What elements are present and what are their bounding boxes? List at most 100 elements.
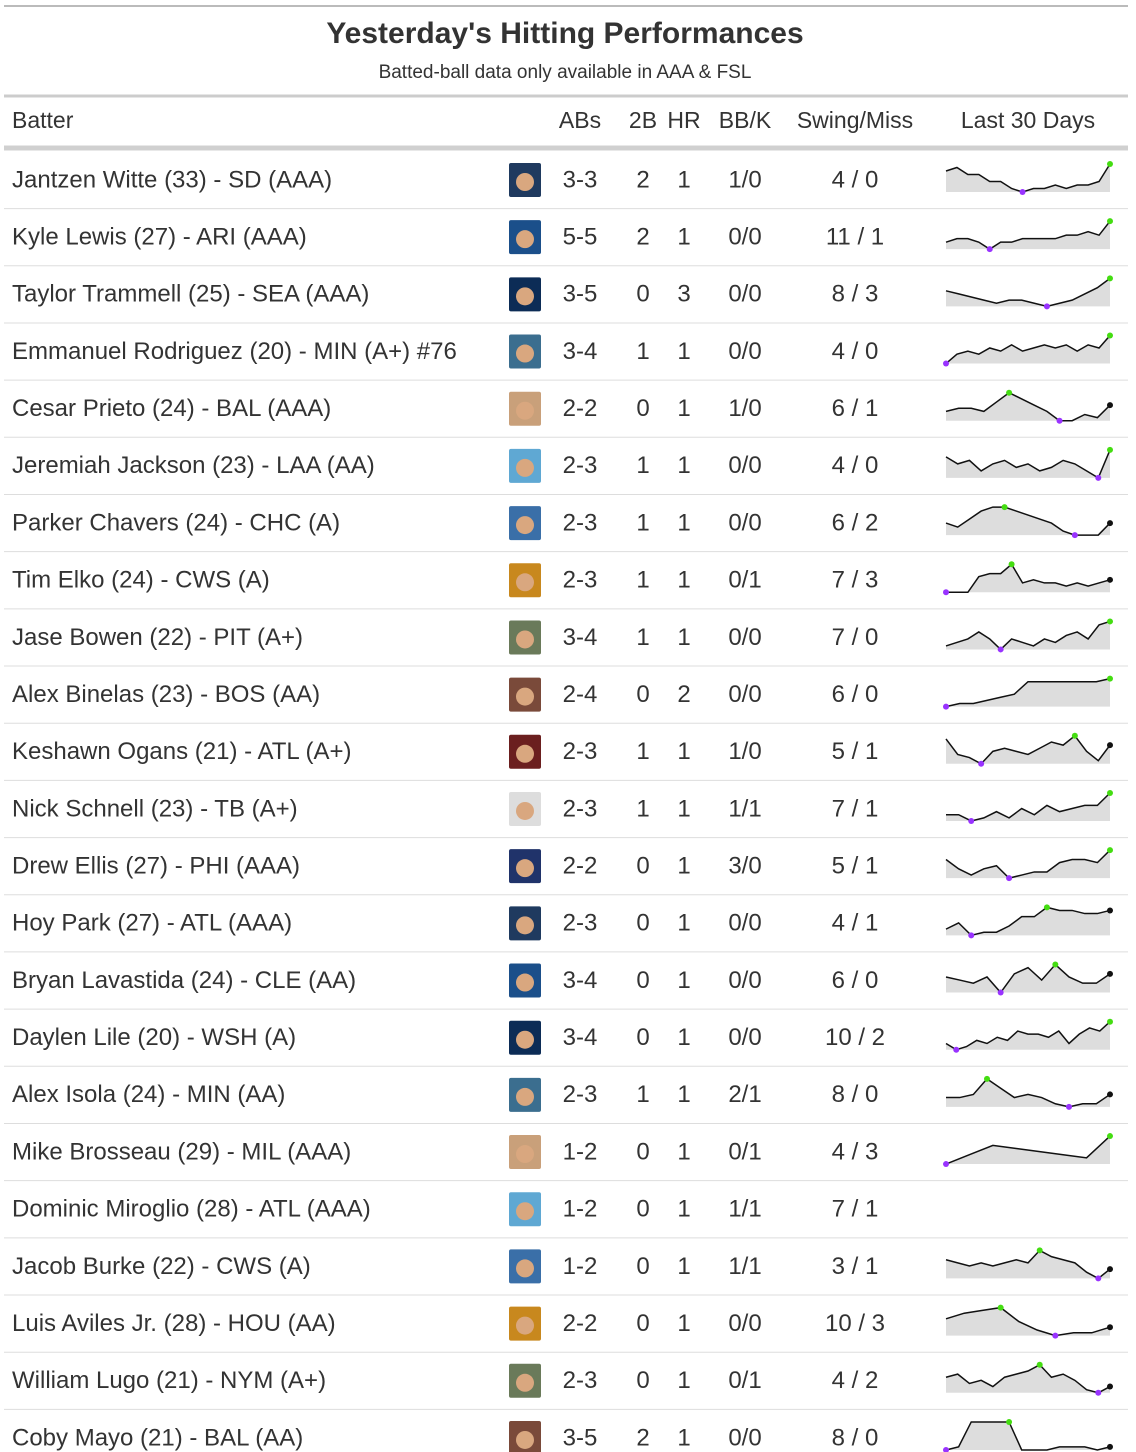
trend-line bbox=[945, 506, 1111, 536]
stat-cell: 0 bbox=[636, 910, 649, 937]
headshot-face bbox=[516, 630, 534, 649]
stat-cell: 4 / 0 bbox=[832, 338, 879, 365]
stat-cell: 2-2 bbox=[563, 853, 598, 880]
headshot-face bbox=[516, 401, 534, 420]
stat-cell: 0 bbox=[636, 1138, 649, 1165]
headshot-face bbox=[516, 1030, 534, 1049]
stat-cell: 4 / 1 bbox=[832, 910, 879, 937]
column-header: 2B bbox=[629, 107, 657, 133]
stat-cell: 0 bbox=[636, 281, 649, 308]
trend-last-dot bbox=[1107, 742, 1113, 749]
batter-name: Jase Bowen (22) - PIT (A+) bbox=[12, 624, 303, 651]
trend-min-dot bbox=[943, 360, 949, 367]
trend-line bbox=[945, 1135, 1111, 1165]
stat-cell: 1/1 bbox=[728, 1196, 761, 1223]
stat-cell: 2-3 bbox=[563, 567, 598, 594]
column-header: Swing/Miss bbox=[797, 107, 913, 133]
stat-cell: 2-3 bbox=[563, 1081, 598, 1108]
stat-cell: 3-3 bbox=[563, 166, 598, 193]
trend-min-dot bbox=[943, 1446, 949, 1452]
stat-cell: 7 / 1 bbox=[832, 795, 879, 822]
stat-cell: 1 bbox=[677, 1196, 690, 1223]
stat-cell: 1 bbox=[677, 910, 690, 937]
subtitle: Batted-ball data only available in AAA &… bbox=[379, 62, 752, 83]
trend-min-dot bbox=[1019, 189, 1026, 195]
headshot-face bbox=[516, 687, 534, 706]
batter-name: Jacob Burke (22) - CWS (A) bbox=[12, 1253, 311, 1280]
batter-name: Parker Chavers (24) - CHC (A) bbox=[12, 509, 340, 536]
trend-max-dot bbox=[1107, 332, 1113, 339]
stat-cell: 0 bbox=[636, 681, 649, 708]
stat-cell: 1/0 bbox=[728, 166, 761, 193]
trend-min-dot bbox=[1066, 1103, 1072, 1110]
trend-max-dot bbox=[1006, 389, 1013, 396]
column-header: BB/K bbox=[719, 107, 772, 133]
headshot-face bbox=[516, 1202, 534, 1221]
headshot-face bbox=[516, 516, 534, 535]
stat-cell: 2-3 bbox=[563, 509, 598, 536]
stat-cell: 0 bbox=[636, 967, 649, 994]
stat-cell: 2-3 bbox=[563, 1367, 598, 1394]
trend-max-dot bbox=[1107, 161, 1113, 167]
batter-name: Coby Mayo (21) - BAL (AA) bbox=[12, 1424, 303, 1451]
trend-min-dot bbox=[997, 646, 1004, 653]
headshot-face bbox=[516, 1373, 534, 1392]
column-header: Last 30 Days bbox=[961, 107, 1095, 133]
batter-name: Jantzen Witte (33) - SD (AAA) bbox=[12, 166, 332, 193]
stat-cell: 0 bbox=[636, 1024, 649, 1051]
trend-line bbox=[945, 277, 1111, 308]
trend-area bbox=[946, 278, 1110, 307]
trend-line bbox=[945, 1421, 1111, 1451]
trend-max-dot bbox=[1107, 789, 1113, 796]
stat-cell: 3-5 bbox=[563, 1424, 598, 1451]
trend-max-dot bbox=[1107, 1018, 1113, 1025]
batter-name: Jeremiah Jackson (23) - LAA (AA) bbox=[12, 452, 375, 479]
trend-line bbox=[945, 849, 1111, 879]
stat-cell: 1/1 bbox=[728, 1253, 761, 1280]
trend-line bbox=[945, 335, 1111, 365]
stat-cell: 0/0 bbox=[728, 509, 761, 536]
trend-max-dot bbox=[1071, 732, 1078, 739]
trend-max-dot bbox=[1006, 1418, 1013, 1425]
trend-max-dot bbox=[1036, 1247, 1043, 1254]
stat-cell: 2-4 bbox=[563, 681, 598, 708]
trend-min-dot bbox=[968, 817, 975, 824]
trend-max-dot bbox=[1107, 847, 1113, 854]
trend-line bbox=[945, 449, 1111, 479]
stat-cell: 1 bbox=[677, 853, 690, 880]
stat-cell: 2 bbox=[636, 166, 649, 193]
stat-cell: 3-5 bbox=[563, 281, 598, 308]
trend-area bbox=[946, 792, 1110, 821]
trend-area bbox=[946, 735, 1110, 764]
stat-cell: 2-3 bbox=[563, 910, 598, 937]
stat-cell: 1 bbox=[677, 1138, 690, 1165]
trend-area bbox=[946, 164, 1110, 192]
headshot-face bbox=[516, 859, 534, 878]
trend-line bbox=[945, 1021, 1111, 1051]
stat-cell: 1 bbox=[677, 166, 690, 193]
stat-cell: 1/1 bbox=[728, 795, 761, 822]
stat-cell: 3-4 bbox=[563, 338, 598, 365]
trend-line bbox=[945, 734, 1111, 765]
trend-area bbox=[946, 1078, 1110, 1107]
stat-cell: 1-2 bbox=[563, 1253, 598, 1280]
stat-cell: 4 / 2 bbox=[832, 1367, 879, 1394]
headshot-face bbox=[516, 916, 534, 935]
batter-name: Hoy Park (27) - ATL (AAA) bbox=[12, 910, 292, 937]
trend-area bbox=[946, 1307, 1110, 1336]
stat-cell: 3 / 1 bbox=[832, 1253, 879, 1280]
batter-name: Tim Elko (24) - CWS (A) bbox=[12, 567, 270, 594]
headshot-face bbox=[516, 1316, 534, 1335]
stat-cell: 1 bbox=[636, 452, 649, 479]
trend-min-dot bbox=[1071, 532, 1078, 539]
trend-last-dot bbox=[1107, 520, 1113, 527]
batter-name: Alex Isola (24) - MIN (AA) bbox=[12, 1081, 285, 1108]
stat-cell: 1 bbox=[677, 224, 690, 251]
trend-max-dot bbox=[1052, 961, 1059, 968]
trend-line bbox=[945, 1249, 1111, 1280]
stat-cell: 4 / 0 bbox=[832, 166, 879, 193]
batter-name: Kyle Lewis (27) - ARI (AAA) bbox=[12, 224, 307, 251]
headshot-face bbox=[516, 230, 534, 249]
trend-min-dot bbox=[1095, 1389, 1102, 1396]
